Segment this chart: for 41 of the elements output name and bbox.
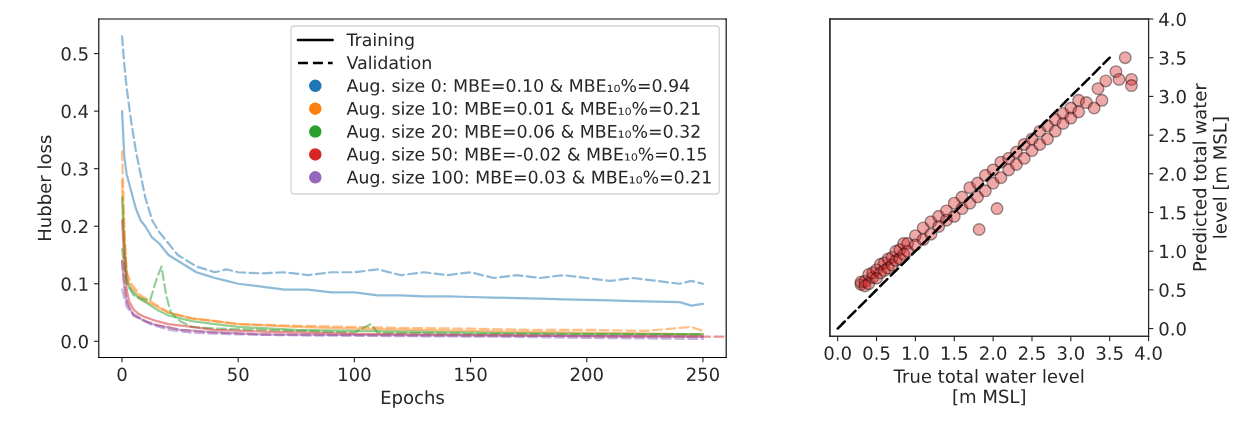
x-tick-label: 2.5 xyxy=(1018,346,1045,360)
y-tick-label: 0.2 xyxy=(61,219,88,234)
x-tick-label: 0.5 xyxy=(863,346,890,360)
legend-label: Aug. size 20: MBE=0.06 & MBE₁₀%=0.32 xyxy=(346,124,700,142)
x-tick-label: 2.0 xyxy=(980,346,1007,360)
legend-label: Aug. size 10: MBE=0.01 & MBE₁₀%=0.21 xyxy=(346,101,700,119)
y2-tick-label: 0.0 xyxy=(1159,322,1186,336)
x-tick-label: 150 xyxy=(455,367,487,382)
y2-tick-label: 3.0 xyxy=(1159,89,1186,104)
y2-tick-label: 4.0 xyxy=(1159,12,1186,27)
y-tick-label: 0.3 xyxy=(61,162,88,176)
y2-tick-label: 0.5 xyxy=(1159,283,1186,297)
x-tick-label: 0 xyxy=(117,367,127,382)
y2-tick-label: 2.5 xyxy=(1159,128,1186,143)
y2-tick-label: 2.0 xyxy=(1159,167,1186,181)
y2-tick-label: 1.0 xyxy=(1160,244,1186,259)
x-tick-label: 4.0 xyxy=(1135,346,1162,360)
legend-label: Aug. size 0: MBE=0.10 & MBE₁₀%=0.94 xyxy=(346,78,690,96)
annotation: Training xyxy=(346,32,414,50)
x-tick-label: 3.5 xyxy=(1096,346,1123,360)
x-tick-label: 200 xyxy=(570,367,603,382)
x-axis-title: Epochs xyxy=(381,390,444,408)
legend-label: Aug. size 100: MBE=0.03 & MBE₁₀%=0.21 xyxy=(346,170,711,187)
x-tick-label: 1.0 xyxy=(903,346,929,360)
legend-label: Aug. size 50: MBE=-0.02 & MBE₁₀%=0.15 xyxy=(346,147,706,165)
y2-tick-label: 3.5 xyxy=(1159,51,1186,65)
x-tick-label: 50 xyxy=(228,367,249,382)
x-tick-label: 100 xyxy=(339,367,371,382)
x-tick-label: 250 xyxy=(687,367,719,382)
y-tick-label: 0.5 xyxy=(61,47,88,61)
x-tick-label: 3.0 xyxy=(1057,346,1084,360)
y-tick-label: 0.4 xyxy=(61,104,89,119)
y2-tick-label: 1.5 xyxy=(1160,206,1186,220)
x-tick-label: 1.5 xyxy=(941,346,968,360)
y-tick-label: 0.0 xyxy=(61,334,88,349)
y-tick-label: 0.1 xyxy=(61,277,88,291)
annotation: Validation xyxy=(346,55,431,70)
y2-axis-title: Predicted total water level [m MSL] xyxy=(1192,83,1229,271)
x-tick-label: 0.0 xyxy=(824,346,851,360)
x-axis-title: True total water level [m MSL] xyxy=(893,369,1084,406)
y-axis-title: Hubber loss xyxy=(37,135,52,241)
